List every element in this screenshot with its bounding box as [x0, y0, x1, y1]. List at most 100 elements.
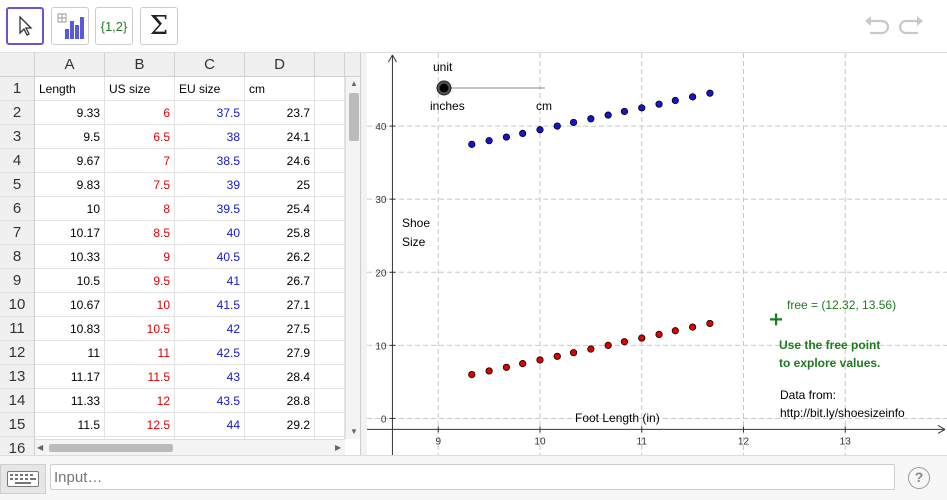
spreadsheet-cell[interactable]	[315, 77, 345, 101]
column-header-b[interactable]: B	[105, 53, 175, 77]
spreadsheet-cell[interactable]: 10.5	[105, 317, 175, 341]
row-header[interactable]: 12	[0, 341, 35, 365]
row-header[interactable]: 10	[0, 293, 35, 317]
spreadsheet-cell[interactable]	[315, 173, 345, 197]
spreadsheet-cell[interactable]: 8.5	[105, 221, 175, 245]
vertical-scrollbar[interactable]: ▲ ▼	[345, 77, 360, 439]
spreadsheet-cell[interactable]	[315, 269, 345, 293]
spreadsheet-cell[interactable]: 10.17	[35, 221, 105, 245]
row-header[interactable]: 2	[0, 101, 35, 125]
spreadsheet-cell[interactable]	[315, 197, 345, 221]
spreadsheet-cell[interactable]: 11.33	[35, 389, 105, 413]
spreadsheet-cell[interactable]	[315, 221, 345, 245]
spreadsheet-cell[interactable]	[315, 101, 345, 125]
graphics-view[interactable]: 9 10 11 12 13 0 10 20 30 40 unit inches cm Shoe S…	[367, 53, 947, 455]
spreadsheet-cell[interactable]: 10	[105, 293, 175, 317]
help-icon[interactable]: ?	[908, 467, 930, 489]
spreadsheet-cell[interactable]	[315, 149, 345, 173]
spreadsheet-cell[interactable]	[315, 413, 345, 437]
scroll-up-icon[interactable]: ▲	[350, 79, 358, 88]
horizontal-scrollbar[interactable]: ◀ ▶	[35, 439, 345, 455]
row-header[interactable]: 5	[0, 173, 35, 197]
spreadsheet-cell[interactable]: 24.6	[245, 149, 315, 173]
keyboard-button[interactable]	[0, 464, 46, 494]
spreadsheet-cell[interactable]: 40	[175, 221, 245, 245]
spreadsheet-cell[interactable]: 6	[105, 101, 175, 125]
view-divider[interactable]	[361, 53, 367, 455]
spreadsheet-cell[interactable]	[315, 125, 345, 149]
spreadsheet-cell[interactable]: 26.2	[245, 245, 315, 269]
scroll-left-icon[interactable]: ◀	[37, 443, 44, 452]
spreadsheet-cell[interactable]: 9	[105, 245, 175, 269]
spreadsheet-cell[interactable]: 28.8	[245, 389, 315, 413]
row-header[interactable]: 11	[0, 317, 35, 341]
coordinate-plane[interactable]: 9 10 11 12 13 0 10 20 30 40 unit inches cm Shoe S…	[367, 53, 947, 455]
horizontal-scroll-thumb[interactable]	[49, 444, 173, 452]
spreadsheet-cell[interactable]: 40.5	[175, 245, 245, 269]
row-header[interactable]: 16	[0, 437, 35, 455]
spreadsheet-cell[interactable]: 11.5	[105, 365, 175, 389]
spreadsheet-cell[interactable]: 37.5	[175, 101, 245, 125]
spreadsheet-cell[interactable]: 11	[35, 341, 105, 365]
spreadsheet-cell[interactable]: 43	[175, 365, 245, 389]
spreadsheet-cell[interactable]: 24.1	[245, 125, 315, 149]
spreadsheet-cell[interactable]: 10.83	[35, 317, 105, 341]
spreadsheet-cell[interactable]: 7	[105, 149, 175, 173]
column-header-a[interactable]: A	[35, 53, 105, 77]
column-header-e[interactable]	[315, 53, 345, 77]
move-tool-button[interactable]	[6, 7, 44, 45]
spreadsheet-cell[interactable]: 41	[175, 269, 245, 293]
spreadsheet-cell[interactable]: 10	[35, 197, 105, 221]
corner-cell[interactable]	[0, 53, 35, 77]
spreadsheet-cell[interactable]: 39.5	[175, 197, 245, 221]
free-point[interactable]	[770, 313, 783, 326]
column-header-c[interactable]: C	[175, 53, 245, 77]
spreadsheet-cell[interactable]: 6.5	[105, 125, 175, 149]
row-header[interactable]: 8	[0, 245, 35, 269]
vertical-scroll-thumb[interactable]	[349, 93, 359, 141]
spreadsheet-cell[interactable]: 12	[105, 389, 175, 413]
spreadsheet-cell[interactable]: EU size	[175, 77, 245, 101]
spreadsheet-cell[interactable]: 23.7	[245, 101, 315, 125]
spreadsheet-cell[interactable]: 28.4	[245, 365, 315, 389]
spreadsheet-cell[interactable]: 25.8	[245, 221, 315, 245]
spreadsheet-cell[interactable]: 27.1	[245, 293, 315, 317]
spreadsheet-cell[interactable]	[315, 341, 345, 365]
list-tool-button[interactable]: {1,2}	[95, 7, 133, 45]
spreadsheet-cell[interactable]: 9.67	[35, 149, 105, 173]
spreadsheet-cell[interactable]: 10.33	[35, 245, 105, 269]
spreadsheet-cell[interactable]: 11.17	[35, 365, 105, 389]
spreadsheet-cell[interactable]: 44	[175, 413, 245, 437]
algebra-input-field[interactable]	[50, 464, 895, 490]
spreadsheet-cell[interactable]: 41.5	[175, 293, 245, 317]
spreadsheet-cell[interactable]: 9.5	[35, 125, 105, 149]
row-header[interactable]: 15	[0, 413, 35, 437]
spreadsheet-cell[interactable]: 27.9	[245, 341, 315, 365]
slider-knob[interactable]	[439, 83, 449, 93]
spreadsheet-cell[interactable]: 25	[245, 173, 315, 197]
spreadsheet-cell[interactable]	[315, 389, 345, 413]
spreadsheet-cell[interactable]: 38	[175, 125, 245, 149]
spreadsheet-cell[interactable]: 9.83	[35, 173, 105, 197]
chart-tool-button[interactable]	[51, 7, 89, 45]
row-header[interactable]: 3	[0, 125, 35, 149]
spreadsheet-cell[interactable]: 43.5	[175, 389, 245, 413]
spreadsheet-cell[interactable]: 7.5	[105, 173, 175, 197]
spreadsheet-cell[interactable]: 39	[175, 173, 245, 197]
spreadsheet-cell[interactable]: 29.2	[245, 413, 315, 437]
spreadsheet-cell[interactable]: 26.7	[245, 269, 315, 293]
column-header-d[interactable]: D	[245, 53, 315, 77]
row-header[interactable]: 14	[0, 389, 35, 413]
spreadsheet-cell[interactable]: 42	[175, 317, 245, 341]
spreadsheet-cell[interactable]: 9.5	[105, 269, 175, 293]
row-header[interactable]: 9	[0, 269, 35, 293]
spreadsheet-cell[interactable]: 25.4	[245, 197, 315, 221]
spreadsheet-cell[interactable]	[315, 293, 345, 317]
row-header[interactable]: 4	[0, 149, 35, 173]
undo-icon[interactable]	[862, 12, 890, 40]
sum-tool-button[interactable]: Σ	[140, 7, 178, 45]
spreadsheet-cell[interactable]: 27.5	[245, 317, 315, 341]
spreadsheet-cell[interactable]: 38.5	[175, 149, 245, 173]
row-header[interactable]: 7	[0, 221, 35, 245]
spreadsheet-cell[interactable]: 11.5	[35, 413, 105, 437]
